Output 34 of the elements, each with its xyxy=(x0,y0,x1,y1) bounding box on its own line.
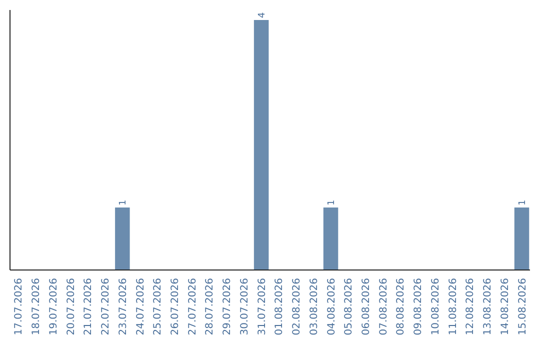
x-tick-label: 02.08.2026 xyxy=(292,278,303,336)
x-tick-label: 04.08.2026 xyxy=(326,278,338,336)
x-tick-label: 20.07.2026 xyxy=(66,278,77,336)
x-tick-label: 23.07.2026 xyxy=(118,278,129,336)
data-label: 1 xyxy=(118,200,128,206)
x-tick-label: 31.07.2026 xyxy=(256,278,268,336)
x-tick-label: 08.08.2026 xyxy=(396,278,407,336)
x-tick-label: 13.08.2026 xyxy=(482,278,494,336)
data-label: 1 xyxy=(326,200,337,206)
x-tick-label: 05.08.2026 xyxy=(344,278,355,336)
data-label: 4 xyxy=(257,12,268,18)
x-tick-label: 03.08.2026 xyxy=(308,278,320,336)
data-label: 1 xyxy=(518,200,528,206)
x-tick-label: 28.07.2026 xyxy=(204,278,216,336)
x-tick-label: 21.07.2026 xyxy=(83,278,94,336)
x-tick-label: 07.08.2026 xyxy=(378,278,390,336)
x-tick-label: 27.07.2026 xyxy=(187,278,198,336)
x-tick-label: 09.08.2026 xyxy=(413,278,424,336)
x-tick-label: 19.07.2026 xyxy=(48,278,60,336)
x-tick-label: 29.07.2026 xyxy=(222,278,234,336)
x-tick-label: 25.07.2026 xyxy=(152,278,164,336)
x-tick-label: 14.08.2026 xyxy=(500,278,511,336)
x-tick-label: 26.07.2026 xyxy=(170,278,182,336)
x-tick-label: 15.08.2026 xyxy=(517,278,528,336)
x-tick-label: 24.07.2026 xyxy=(135,278,146,336)
x-tick-label: 22.07.2026 xyxy=(100,278,112,336)
x-tick-label: 01.08.2026 xyxy=(274,278,286,336)
x-tick-label: 30.07.2026 xyxy=(239,278,250,336)
x-tick-label: 11.08.2026 xyxy=(448,278,459,336)
x-tick-label: 06.08.2026 xyxy=(360,278,372,336)
x-tick-label: 10.08.2026 xyxy=(430,278,442,336)
x-tick-label: 18.07.2026 xyxy=(31,278,42,336)
x-tick-label: 17.07.2026 xyxy=(14,278,25,336)
x-tick-label: 12.08.2026 xyxy=(465,278,476,336)
